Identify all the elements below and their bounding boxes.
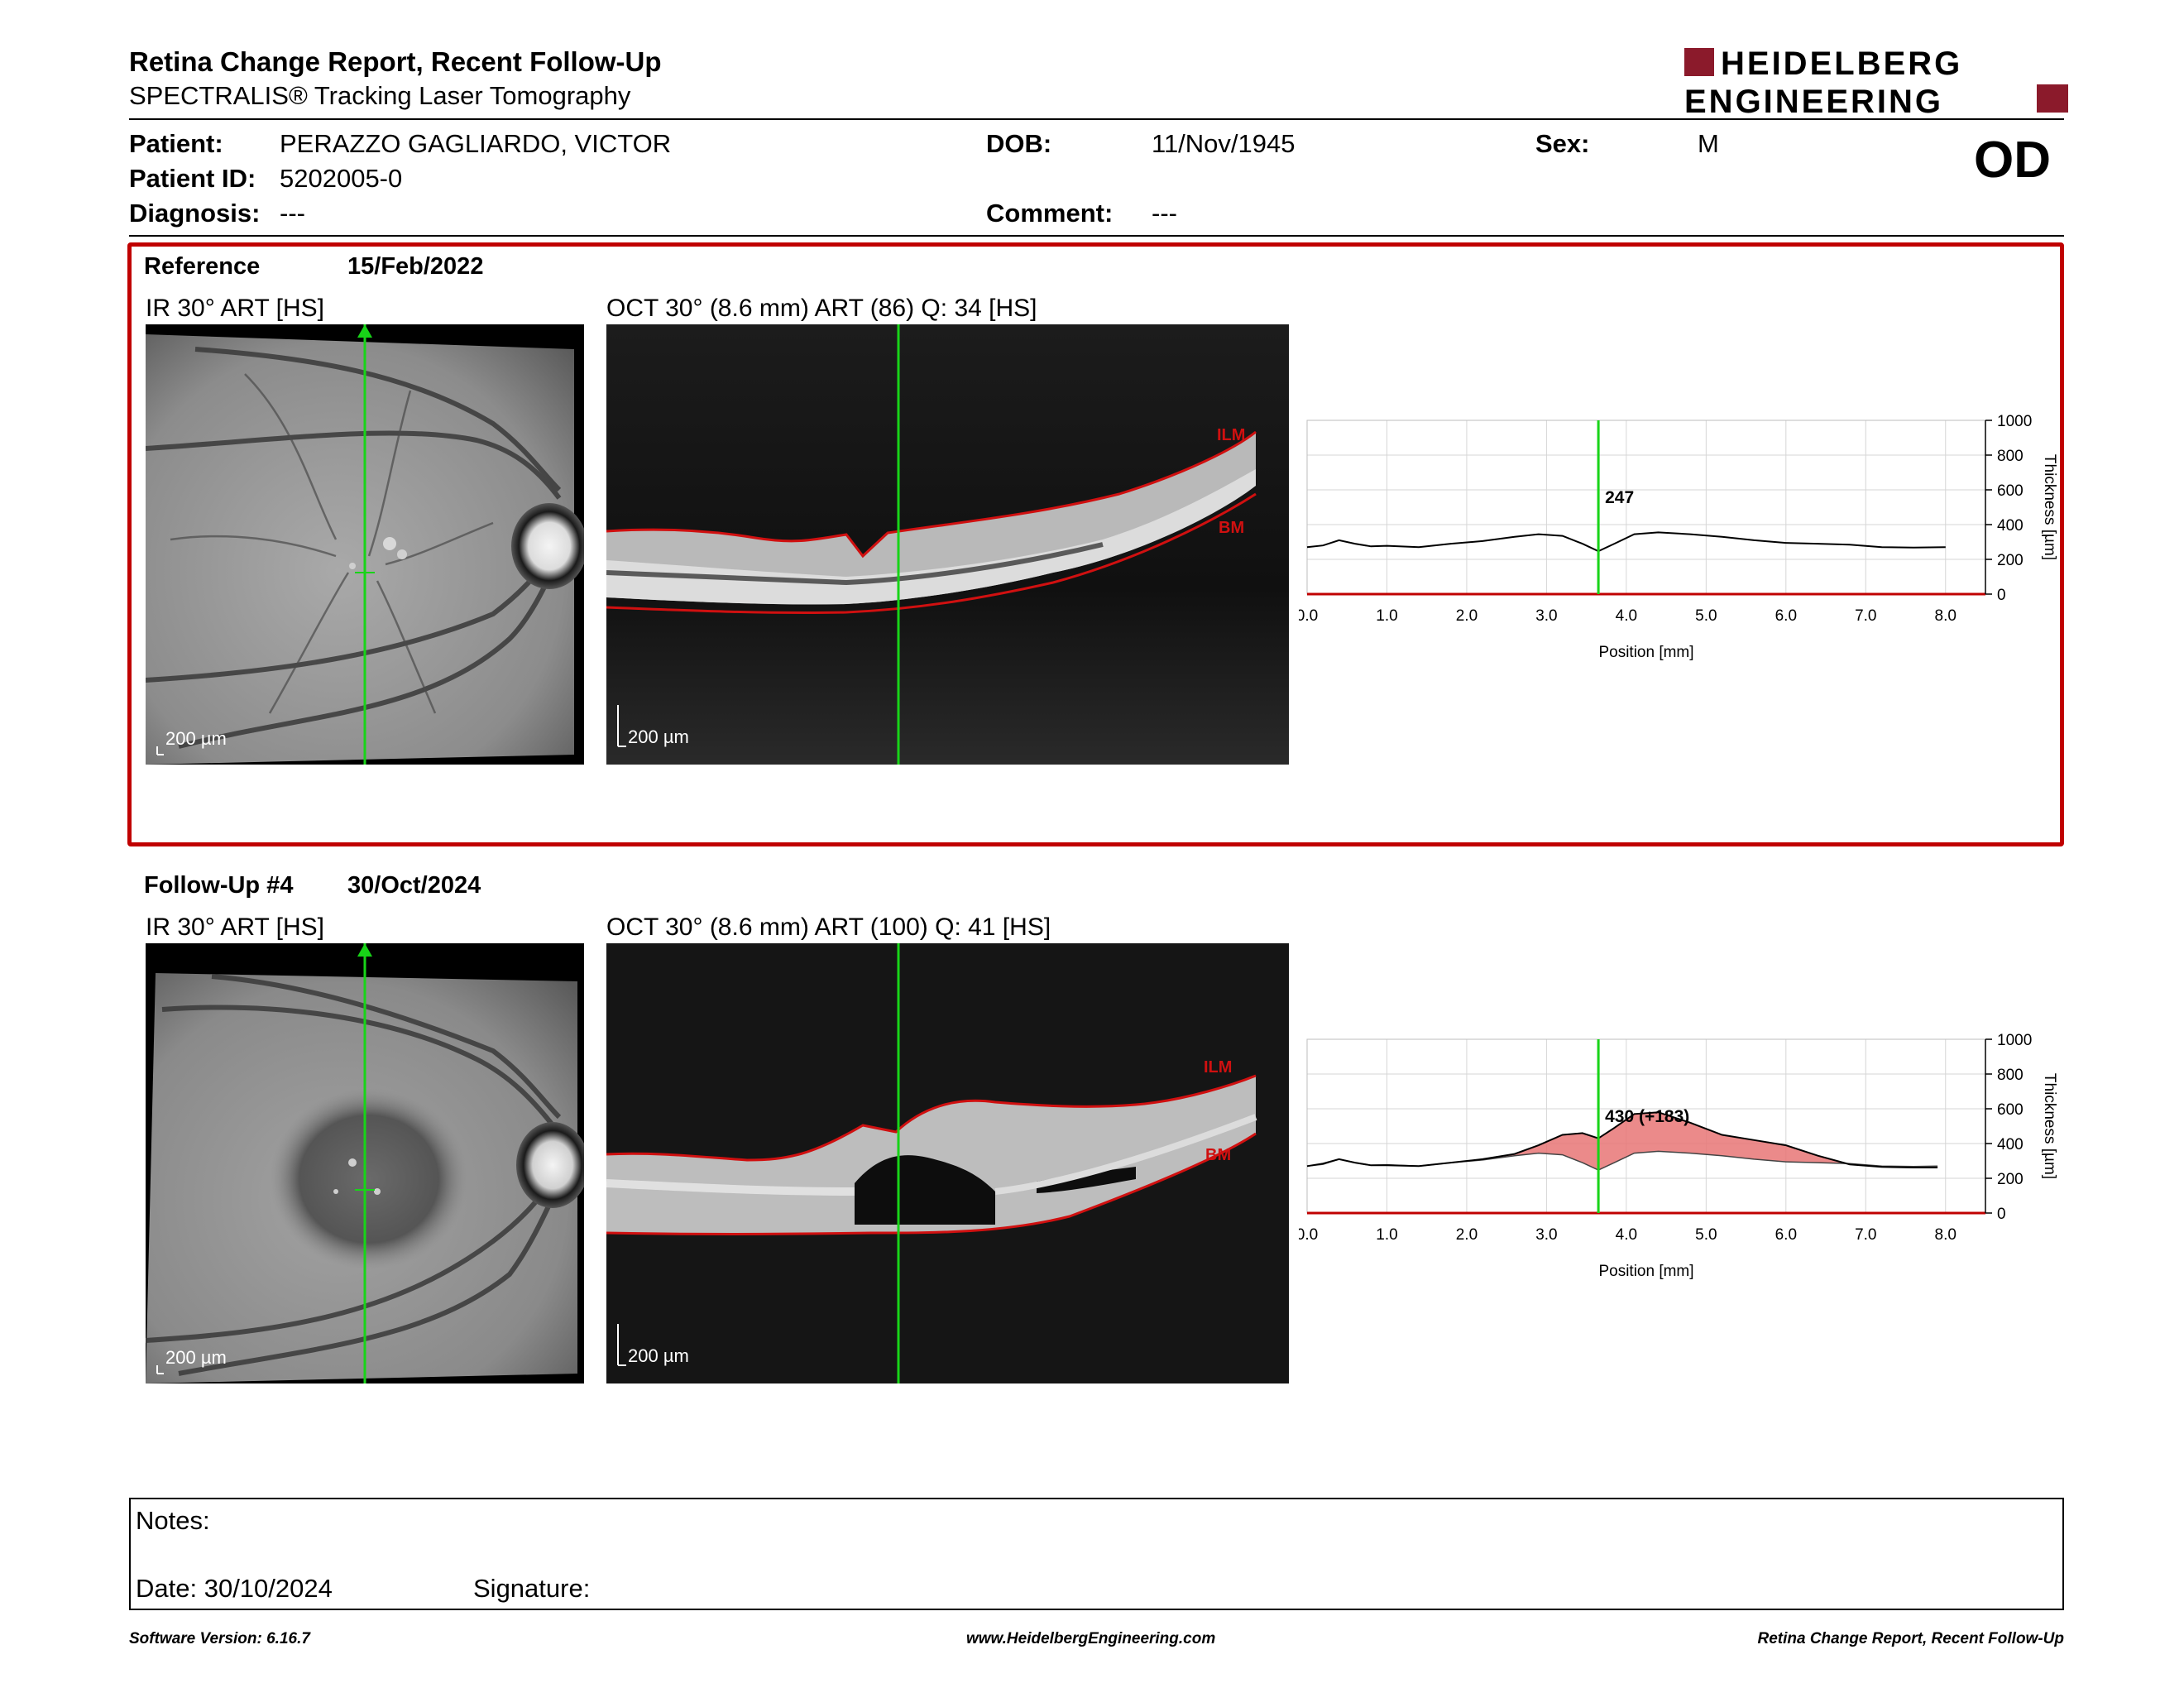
y-tick-label: 200 (1997, 552, 2024, 569)
x-tick-label: 1.0 (1376, 1226, 1397, 1244)
followup-ir-caption: IR 30° ART [HS] (146, 914, 324, 941)
heidelberg-logo: HEIDELBERG ENGINEERING (1684, 46, 2068, 120)
x-tick-label: 7.0 (1855, 607, 1876, 625)
comment-label: Comment: (986, 199, 1114, 228)
reference-label: Reference (144, 253, 261, 280)
followup-ilm-label: ILM (1204, 1058, 1232, 1077)
y-tick-label: 600 (1997, 1101, 2024, 1119)
reference-thickness-chart: 1000 800 600 400 200 0 0.0 1.0 2.0 3.0 4.0 5.0 6.0 7.… (1296, 412, 2076, 677)
reference-ir-caption: IR 30° ART [HS] (146, 295, 324, 322)
y-tick-label: 200 (1997, 1171, 2024, 1188)
x-tick-label: 5.0 (1695, 607, 1717, 625)
patient-id-value: 5202005-0 (280, 164, 403, 193)
x-tick-label: 7.0 (1855, 1226, 1876, 1244)
y-tick-label: 0 (1997, 587, 2006, 604)
y-tick-label: 800 (1997, 448, 2024, 465)
thickness-series-line (1306, 1111, 1938, 1168)
thickness-series-line (1306, 531, 1946, 553)
followup-label: Follow-Up #4 (144, 872, 294, 899)
y-tick-label: 0 (1997, 1206, 2006, 1223)
plot-frame (1306, 420, 1986, 595)
followup-date: 30/Oct/2024 (347, 872, 481, 899)
x-tick-label: 0.0 (1299, 1226, 1318, 1244)
x-tick-label: 2.0 (1456, 1226, 1478, 1244)
logo-line2: ENGINEERING (1684, 84, 1943, 116)
y-tick-label: 1000 (1997, 1032, 2032, 1049)
patient-name: PERAZZO GAGLIARDO, VICTOR (280, 129, 672, 158)
followup-thickness-svg: 1000 800 600 400 200 0 0.0 1.0 2.0 3.0 4.0 5.0 6.0 7.… (1296, 1032, 2058, 1280)
report-title: Retina Change Report, Recent Follow-Up (129, 46, 662, 77)
y-tick-label: 400 (1997, 1136, 2024, 1153)
logo-line1: HEIDELBERG (1721, 46, 1962, 82)
x-tick-label: 3.0 (1535, 607, 1557, 625)
dob-value: 11/Nov/1945 (1152, 129, 1296, 158)
reference-thickness-svg: 1000 800 600 400 200 0 0.0 1.0 2.0 3.0 4.0 5.0 6.0 7.… (1296, 413, 2058, 661)
diagnosis-value: --- (280, 199, 305, 228)
diagnosis-label: Diagnosis: (129, 199, 261, 228)
followup-oct-scalebar: 200 µm (628, 1345, 689, 1366)
eye-indicator: OD (1974, 132, 2051, 189)
y-tick-label: 800 (1997, 1067, 2024, 1084)
header-rule (129, 118, 2064, 120)
reference-bm-label: BM (1219, 519, 1244, 537)
followup-thickness-chart: 1000 800 600 400 200 0 0.0 1.0 2.0 3.0 4.0 5.0 6.0 7.… (1296, 1031, 2076, 1296)
x-tick-label: 3.0 (1535, 1226, 1557, 1244)
reference-ilm-label: ILM (1217, 426, 1245, 444)
footer-website[interactable]: www.HeidelbergEngineering.com (966, 1630, 1216, 1647)
y-tick-label: 1000 (1997, 413, 2032, 430)
reference-ir-scalebar: 200 µm (165, 728, 227, 749)
followup-bm-label: BM (1205, 1146, 1231, 1164)
x-tick-label: 1.0 (1376, 607, 1397, 625)
y-axis-label: Thickness [µm] (2041, 1073, 2058, 1179)
patient-label: Patient: (129, 129, 223, 158)
x-axis-label: Position [mm] (1598, 644, 1693, 661)
x-tick-label: 5.0 (1695, 1226, 1717, 1244)
comment-value: --- (1152, 199, 1177, 228)
reference-oct-caption: OCT 30° (8.6 mm) ART (86) Q: 34 [HS] (606, 295, 1037, 322)
footer-report-name: Retina Change Report, Recent Follow-Up (1757, 1630, 2064, 1647)
x-tick-label: 6.0 (1775, 607, 1797, 625)
reference-highlight-box (127, 242, 2064, 846)
x-tick-label: 6.0 (1775, 1226, 1797, 1244)
change-area (1307, 1112, 1938, 1171)
notes-label: Notes: (136, 1506, 210, 1535)
patient-rule (129, 235, 2064, 237)
followup-oct-image[interactable]: ILM BM 200 µm (606, 943, 1289, 1383)
cursor-value-label: 247 (1605, 488, 1634, 507)
y-axis-label: Thickness [µm] (2041, 454, 2058, 560)
x-tick-label: 4.0 (1616, 1226, 1637, 1244)
patient-id-label: Patient ID: (129, 164, 256, 193)
x-tick-label: 0.0 (1299, 607, 1318, 625)
x-tick-label: 4.0 (1616, 607, 1637, 625)
sex-value: M (1698, 129, 1719, 158)
x-tick-label: 8.0 (1935, 1226, 1956, 1244)
sex-label: Sex: (1535, 129, 1590, 158)
followup-ir-image[interactable]: 200 µm (146, 943, 584, 1383)
y-tick-label: 600 (1997, 482, 2024, 500)
x-tick-label: 2.0 (1456, 607, 1478, 625)
followup-oct-caption: OCT 30° (8.6 mm) ART (100) Q: 41 [HS] (606, 914, 1051, 941)
notes-date: Date: 30/10/2024 (136, 1574, 333, 1603)
footer-software-version: Software Version: 6.16.7 (129, 1630, 310, 1647)
x-axis-label: Position [mm] (1598, 1263, 1693, 1280)
signature-label: Signature: (473, 1574, 591, 1603)
report-subtitle: SPECTRALIS® Tracking Laser Tomography (129, 81, 631, 110)
x-tick-label: 8.0 (1935, 607, 1956, 625)
followup-ir-scalebar: 200 µm (165, 1347, 227, 1368)
reference-oct-scalebar: 200 µm (628, 727, 689, 747)
reference-date: 15/Feb/2022 (347, 253, 484, 280)
reference-oct-image[interactable]: ILM BM 200 µm (606, 324, 1289, 765)
notes-box[interactable]: Notes: Date: 30/10/2024 Signature: (129, 1498, 2064, 1610)
cursor-value-label: 430 (+183) (1605, 1107, 1689, 1126)
dob-label: DOB: (986, 129, 1052, 158)
y-tick-label: 400 (1997, 517, 2024, 535)
reference-ir-image[interactable]: 200 µm (146, 324, 584, 765)
